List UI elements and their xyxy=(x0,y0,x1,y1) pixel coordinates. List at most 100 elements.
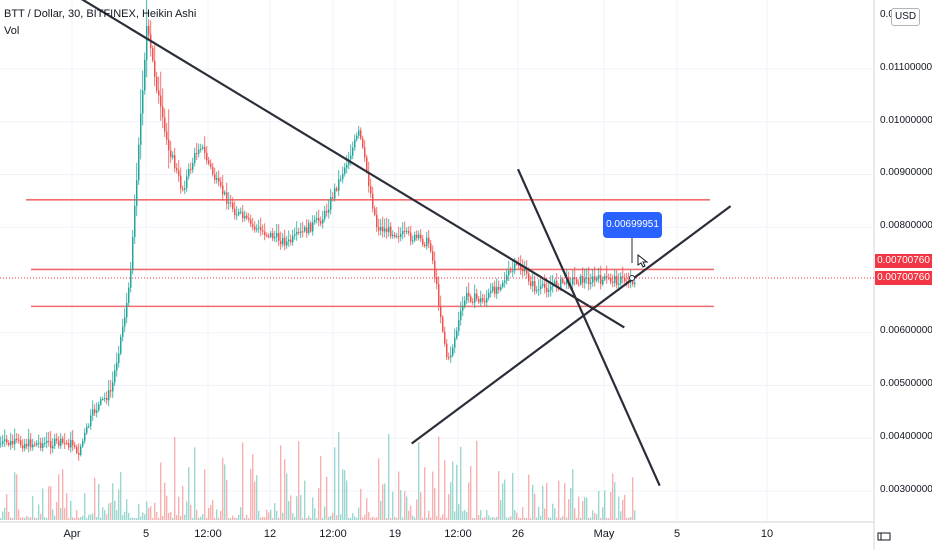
volume-bar xyxy=(114,500,116,520)
volume-bar xyxy=(180,516,182,520)
candle xyxy=(220,181,222,186)
candle xyxy=(632,278,634,285)
volume-bar xyxy=(206,517,208,520)
volume-bar xyxy=(414,517,416,520)
candle xyxy=(526,268,528,274)
candle xyxy=(450,355,452,358)
candle xyxy=(314,219,316,223)
candle xyxy=(524,268,526,272)
candle xyxy=(236,214,238,216)
date-label: 5 xyxy=(142,528,150,540)
candle xyxy=(588,277,590,285)
volume-bar xyxy=(384,483,386,520)
volume-bar xyxy=(450,482,452,520)
volume-bar xyxy=(26,515,28,520)
volume-bar xyxy=(360,488,362,520)
chart-legend: BTT / Dollar, 30, BITFINEX, Heikin Ashi … xyxy=(4,6,196,40)
candle xyxy=(30,439,32,448)
volume-bar xyxy=(220,510,222,520)
volume-bar xyxy=(140,516,142,520)
date-label: May xyxy=(593,528,615,540)
candle xyxy=(202,147,204,149)
volume-bar xyxy=(102,507,104,520)
volume-bar xyxy=(566,517,568,520)
candle xyxy=(418,234,420,239)
horizontal-levels xyxy=(26,199,714,308)
candle xyxy=(216,178,218,180)
volume-bar xyxy=(460,446,462,520)
volume-bar xyxy=(350,517,352,520)
candle xyxy=(274,236,276,239)
volume-bar xyxy=(588,517,590,520)
candle xyxy=(200,148,202,150)
candle xyxy=(186,176,188,189)
candle xyxy=(576,279,578,284)
volume-bar xyxy=(354,516,356,520)
candle xyxy=(252,224,254,227)
volume-bar xyxy=(230,517,232,520)
volume-bar xyxy=(346,480,348,520)
candle xyxy=(88,426,90,428)
candle xyxy=(110,390,112,392)
settings-icon[interactable] xyxy=(877,530,891,542)
volume-bar xyxy=(158,517,160,520)
volume-bar xyxy=(622,499,624,520)
price-label: 0.01000000 xyxy=(880,115,932,126)
candle xyxy=(144,59,146,91)
candle xyxy=(606,276,608,278)
volume-bar xyxy=(40,513,42,520)
volume-bar xyxy=(548,517,550,520)
candle xyxy=(448,357,450,359)
candle xyxy=(308,223,310,234)
volume-bar xyxy=(538,506,540,520)
candle xyxy=(540,285,542,290)
volume-bar xyxy=(298,441,300,520)
volume-bar xyxy=(74,517,76,520)
volume-bar xyxy=(444,460,446,520)
candle xyxy=(506,275,508,281)
candle xyxy=(374,208,376,215)
volume-bar xyxy=(502,483,504,520)
volume-bar xyxy=(368,512,370,520)
last-price-badge: 0.00700760 xyxy=(875,271,932,285)
candle xyxy=(260,227,262,231)
volume-bar xyxy=(442,514,444,520)
volume-bar xyxy=(570,487,572,520)
candle xyxy=(266,235,268,237)
candle xyxy=(154,60,156,77)
volume-bar xyxy=(122,515,124,520)
candle xyxy=(514,263,516,271)
candle xyxy=(194,153,196,164)
candle xyxy=(310,223,312,232)
volume-bar xyxy=(546,482,548,520)
volume-bar xyxy=(390,517,392,520)
candle xyxy=(214,174,216,180)
candle xyxy=(182,188,184,190)
candle xyxy=(312,222,314,232)
volume-bar xyxy=(198,517,200,520)
volume-bar xyxy=(542,485,544,520)
candle xyxy=(26,443,28,447)
candle xyxy=(94,409,96,413)
candle xyxy=(12,440,14,445)
candle xyxy=(292,235,294,243)
candle xyxy=(592,276,594,283)
price-label: 0.00800000 xyxy=(880,220,932,231)
volume-bar xyxy=(382,484,384,520)
candle xyxy=(68,443,70,448)
volume-bar xyxy=(524,517,526,520)
candle xyxy=(572,277,574,285)
candle xyxy=(504,280,506,283)
price-label: 0.00300000 xyxy=(880,484,932,495)
currency-button[interactable]: USD xyxy=(891,8,921,26)
candle xyxy=(398,236,400,238)
candle xyxy=(222,185,224,195)
candle xyxy=(330,197,332,210)
volume-bar xyxy=(342,469,344,520)
candle xyxy=(534,281,536,292)
volume-bar xyxy=(486,509,488,520)
volume-bar xyxy=(586,497,588,520)
volume-bar xyxy=(328,516,330,520)
candle xyxy=(204,147,206,153)
